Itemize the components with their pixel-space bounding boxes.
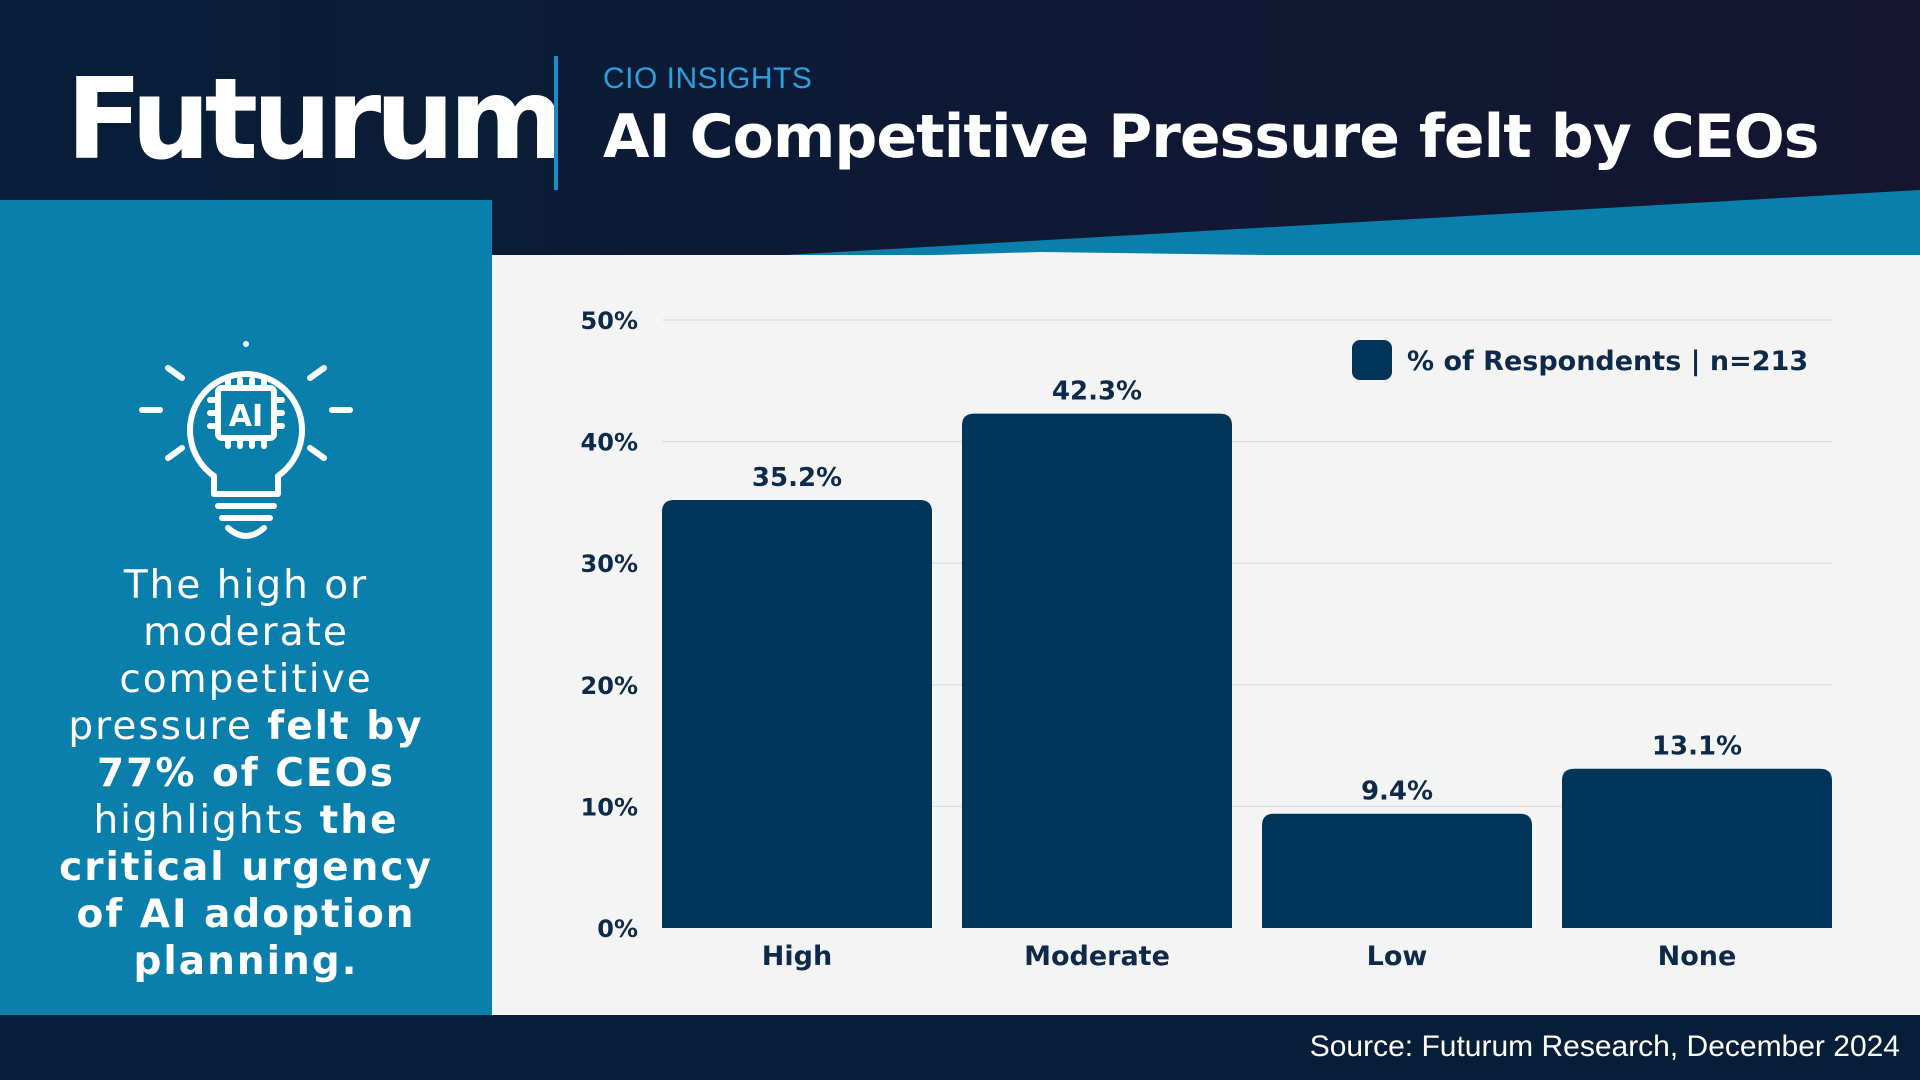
y-tick-label: 40% — [581, 429, 638, 457]
legend-swatch — [1352, 340, 1392, 380]
header-divider — [554, 56, 558, 190]
category-label: High — [762, 941, 832, 972]
ai-chip-label: AI — [229, 399, 263, 434]
bar-high — [662, 499, 932, 928]
category-label: Low — [1367, 941, 1428, 972]
bar-low — [1262, 813, 1532, 928]
chart-panel: 0% 10% 20% 30% 40% 50% 35.2% High 42.3% Moderate 9… — [492, 255, 1920, 1015]
value-label: 9.4% — [1361, 777, 1433, 807]
value-label: 42.3% — [1052, 377, 1142, 407]
source-note: Source: Futurum Research, December 2024 — [1309, 1030, 1900, 1063]
header-kicker: CIO INSIGHTS — [603, 62, 813, 95]
y-tick-label: 20% — [581, 672, 638, 700]
bar-none — [1562, 768, 1832, 928]
value-label: 35.2% — [752, 463, 842, 493]
insight-segment: highlights — [93, 798, 320, 843]
legend-label: % of Respondents | n=213 — [1407, 346, 1808, 377]
insight-emphasis: felt by 77% of CEOs — [97, 704, 424, 796]
ai-lightbulb-icon: AI — [139, 341, 353, 539]
page-title: AI Competitive Pressure felt by CEOs — [603, 102, 1819, 172]
y-tick-label: 50% — [581, 307, 638, 335]
y-tick-label: 30% — [581, 550, 638, 578]
bar-moderate — [962, 413, 1232, 928]
bar-chart: 0% 10% 20% 30% 40% 50% 35.2% High 42.3% Moderate 9… — [581, 307, 1832, 972]
value-label: 13.1% — [1652, 732, 1742, 762]
insight-emphasis: the critical urgency of AI adoption plan… — [59, 798, 433, 984]
insight-text: The high or moderate competitive pressur… — [50, 562, 442, 985]
y-tick-label: 10% — [581, 793, 638, 821]
y-tick-label: 0% — [597, 915, 638, 943]
category-label: None — [1658, 941, 1737, 972]
footer-bar — [0, 1015, 1920, 1080]
category-label: Moderate — [1024, 941, 1170, 972]
futurum-logo: Futurum — [66, 55, 566, 185]
insight-segment: The high or moderate competitive pressur… — [68, 563, 373, 749]
